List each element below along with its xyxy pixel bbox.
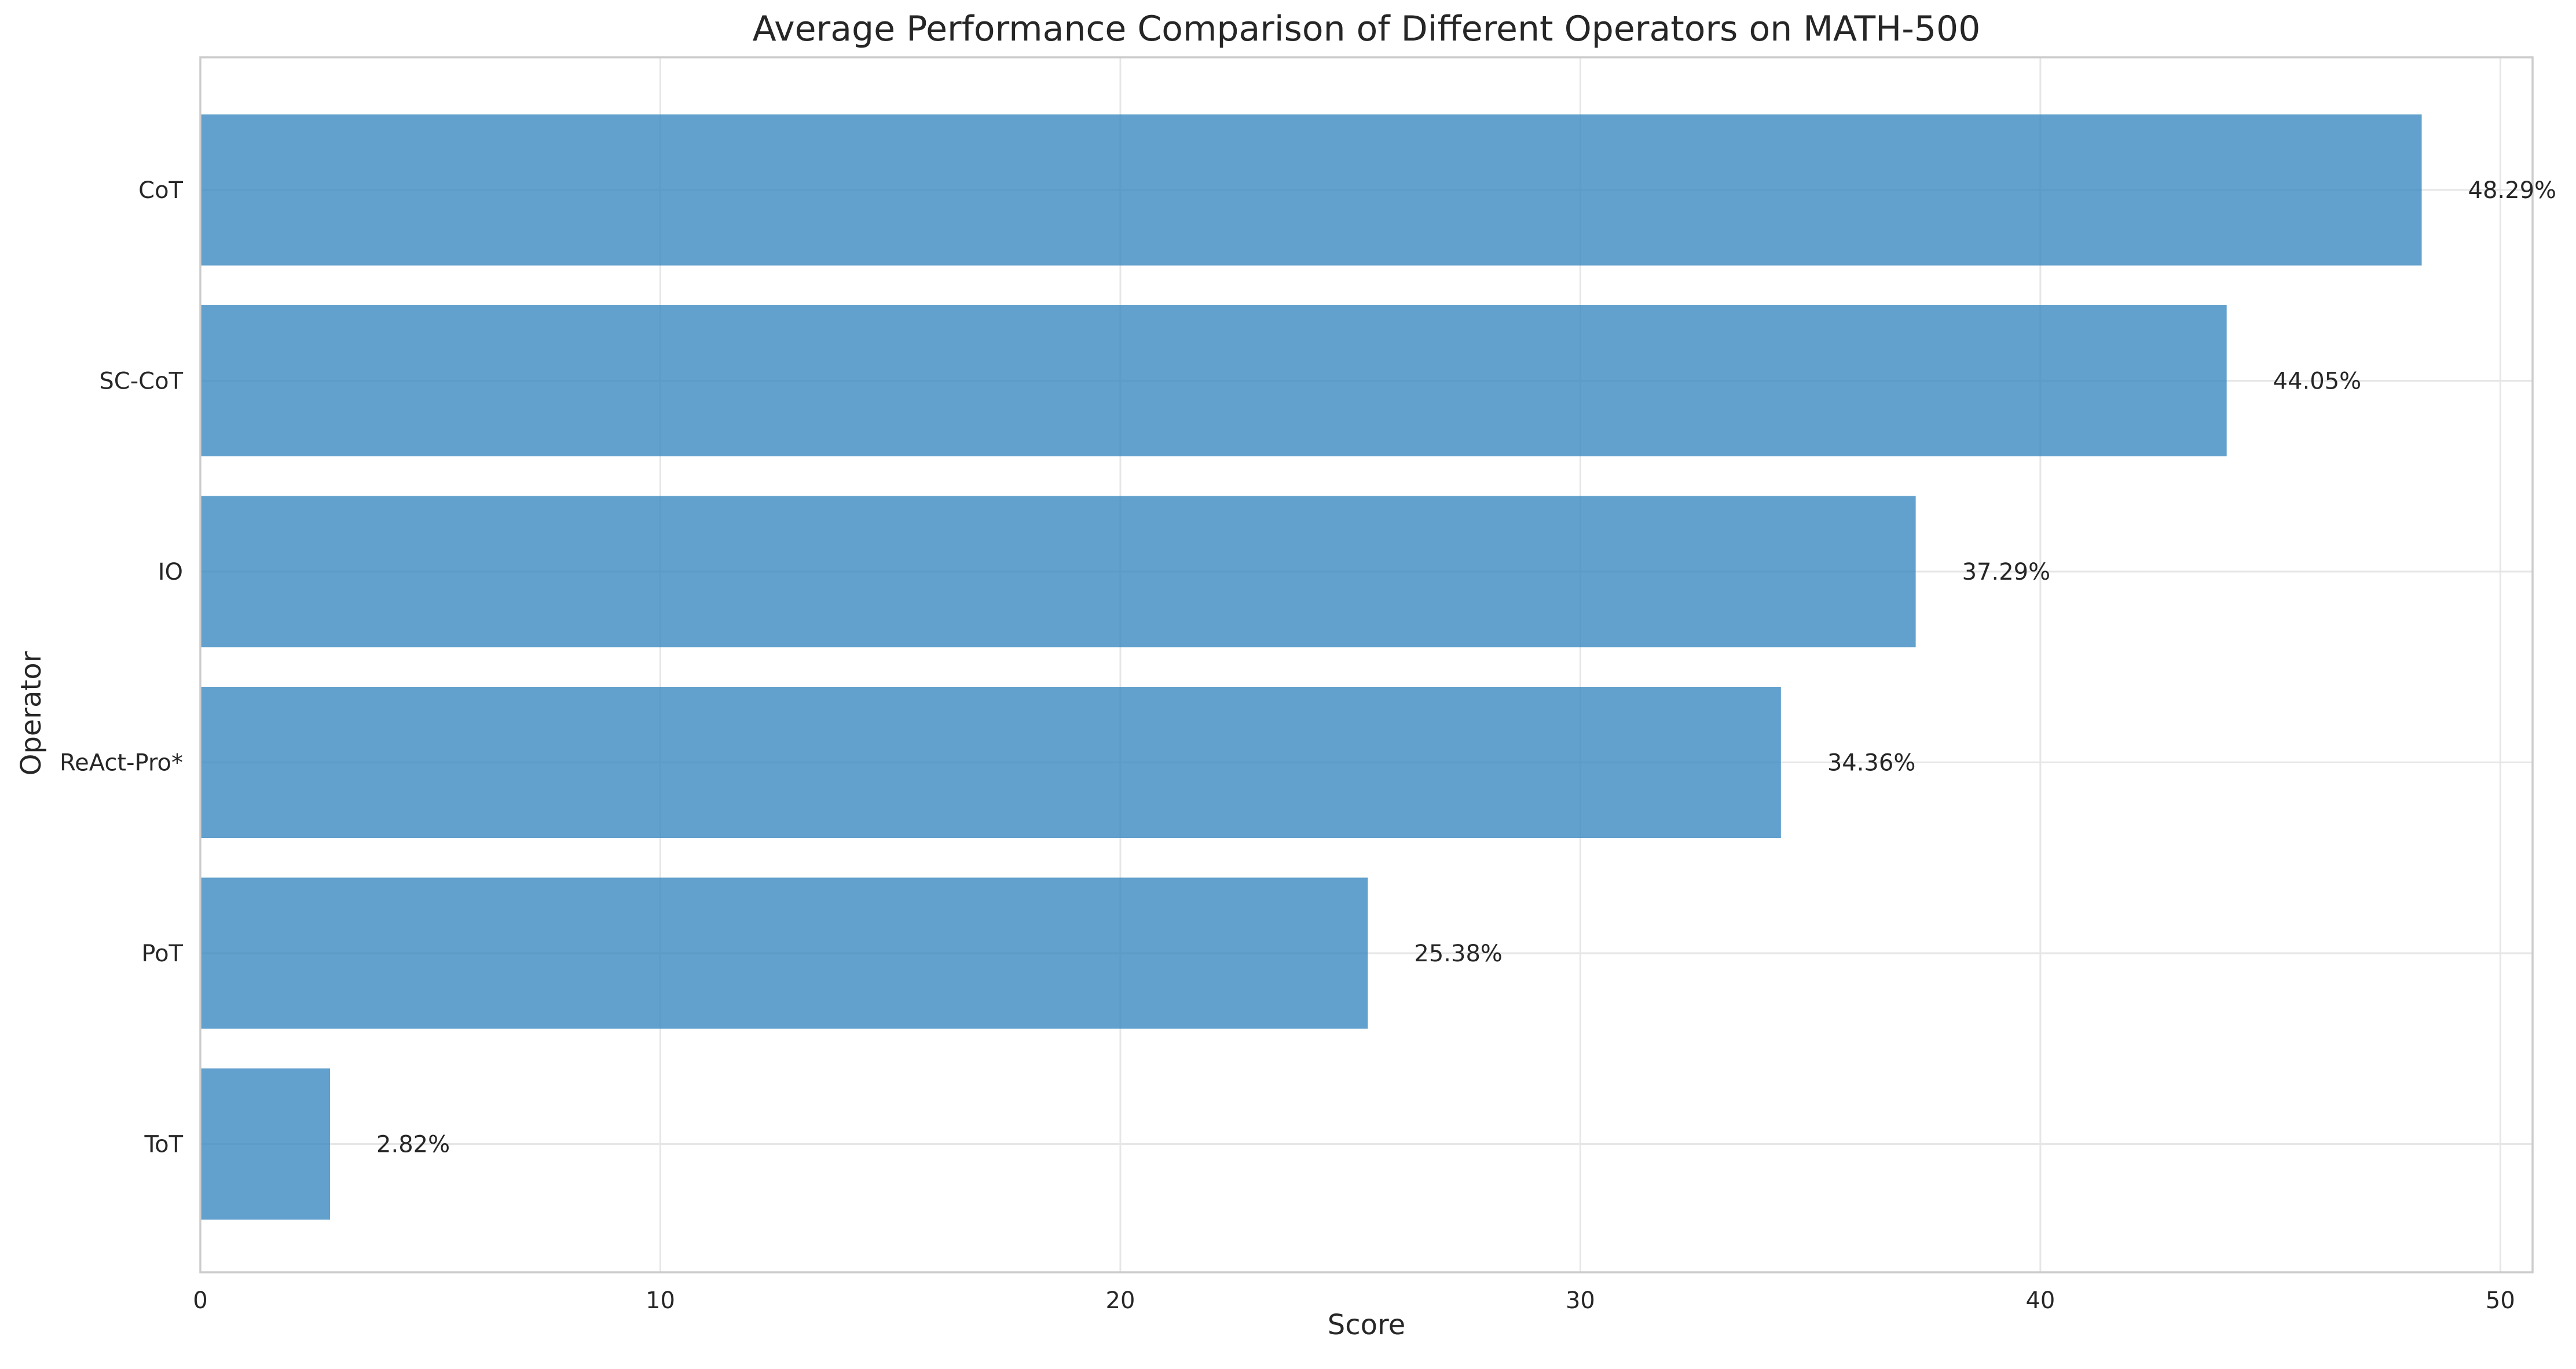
y-tick-label: CoT (138, 177, 183, 204)
value-label: 2.82% (376, 1132, 450, 1158)
x-tick-label: 20 (1106, 1287, 1135, 1314)
value-label: 34.36% (1827, 750, 1916, 777)
x-tick-label: 30 (1566, 1287, 1595, 1314)
tick-labels: 0 10 20 30 40 50 CoT SC-CoT IO ReAct-Pro* PoT ToT (60, 177, 2515, 1314)
y-axis-label: Operator (15, 651, 47, 775)
data-labels: 48.29% 44.05% 37.29% 34.36% 25.38% 2.82% (376, 177, 2556, 1158)
bar (200, 496, 1916, 647)
bar (200, 687, 1781, 838)
bar (200, 114, 2422, 266)
value-label: 44.05% (2273, 368, 2362, 395)
value-label: 25.38% (1414, 940, 1503, 967)
y-tick-label: IO (158, 559, 183, 585)
bar (200, 305, 2227, 456)
x-tick-label: 50 (2486, 1287, 2515, 1314)
y-tick-label: PoT (141, 940, 183, 967)
x-tick-label: 0 (193, 1287, 207, 1314)
y-tick-label: ToT (144, 1132, 183, 1158)
chart-title: Average Performance Comparison of Differ… (753, 9, 1981, 49)
bars (200, 114, 2422, 1220)
x-axis-label: Score (1328, 1309, 1405, 1341)
bar (200, 1068, 331, 1220)
value-label: 37.29% (1962, 559, 2051, 585)
x-tick-label: 10 (646, 1287, 675, 1314)
bar (200, 877, 1368, 1029)
value-label: 48.29% (2468, 177, 2557, 204)
y-tick-label: ReAct-Pro* (60, 750, 183, 777)
y-tick-label: SC-CoT (99, 368, 183, 395)
x-tick-label: 40 (2025, 1287, 2055, 1314)
plot-frame (199, 56, 2534, 1273)
